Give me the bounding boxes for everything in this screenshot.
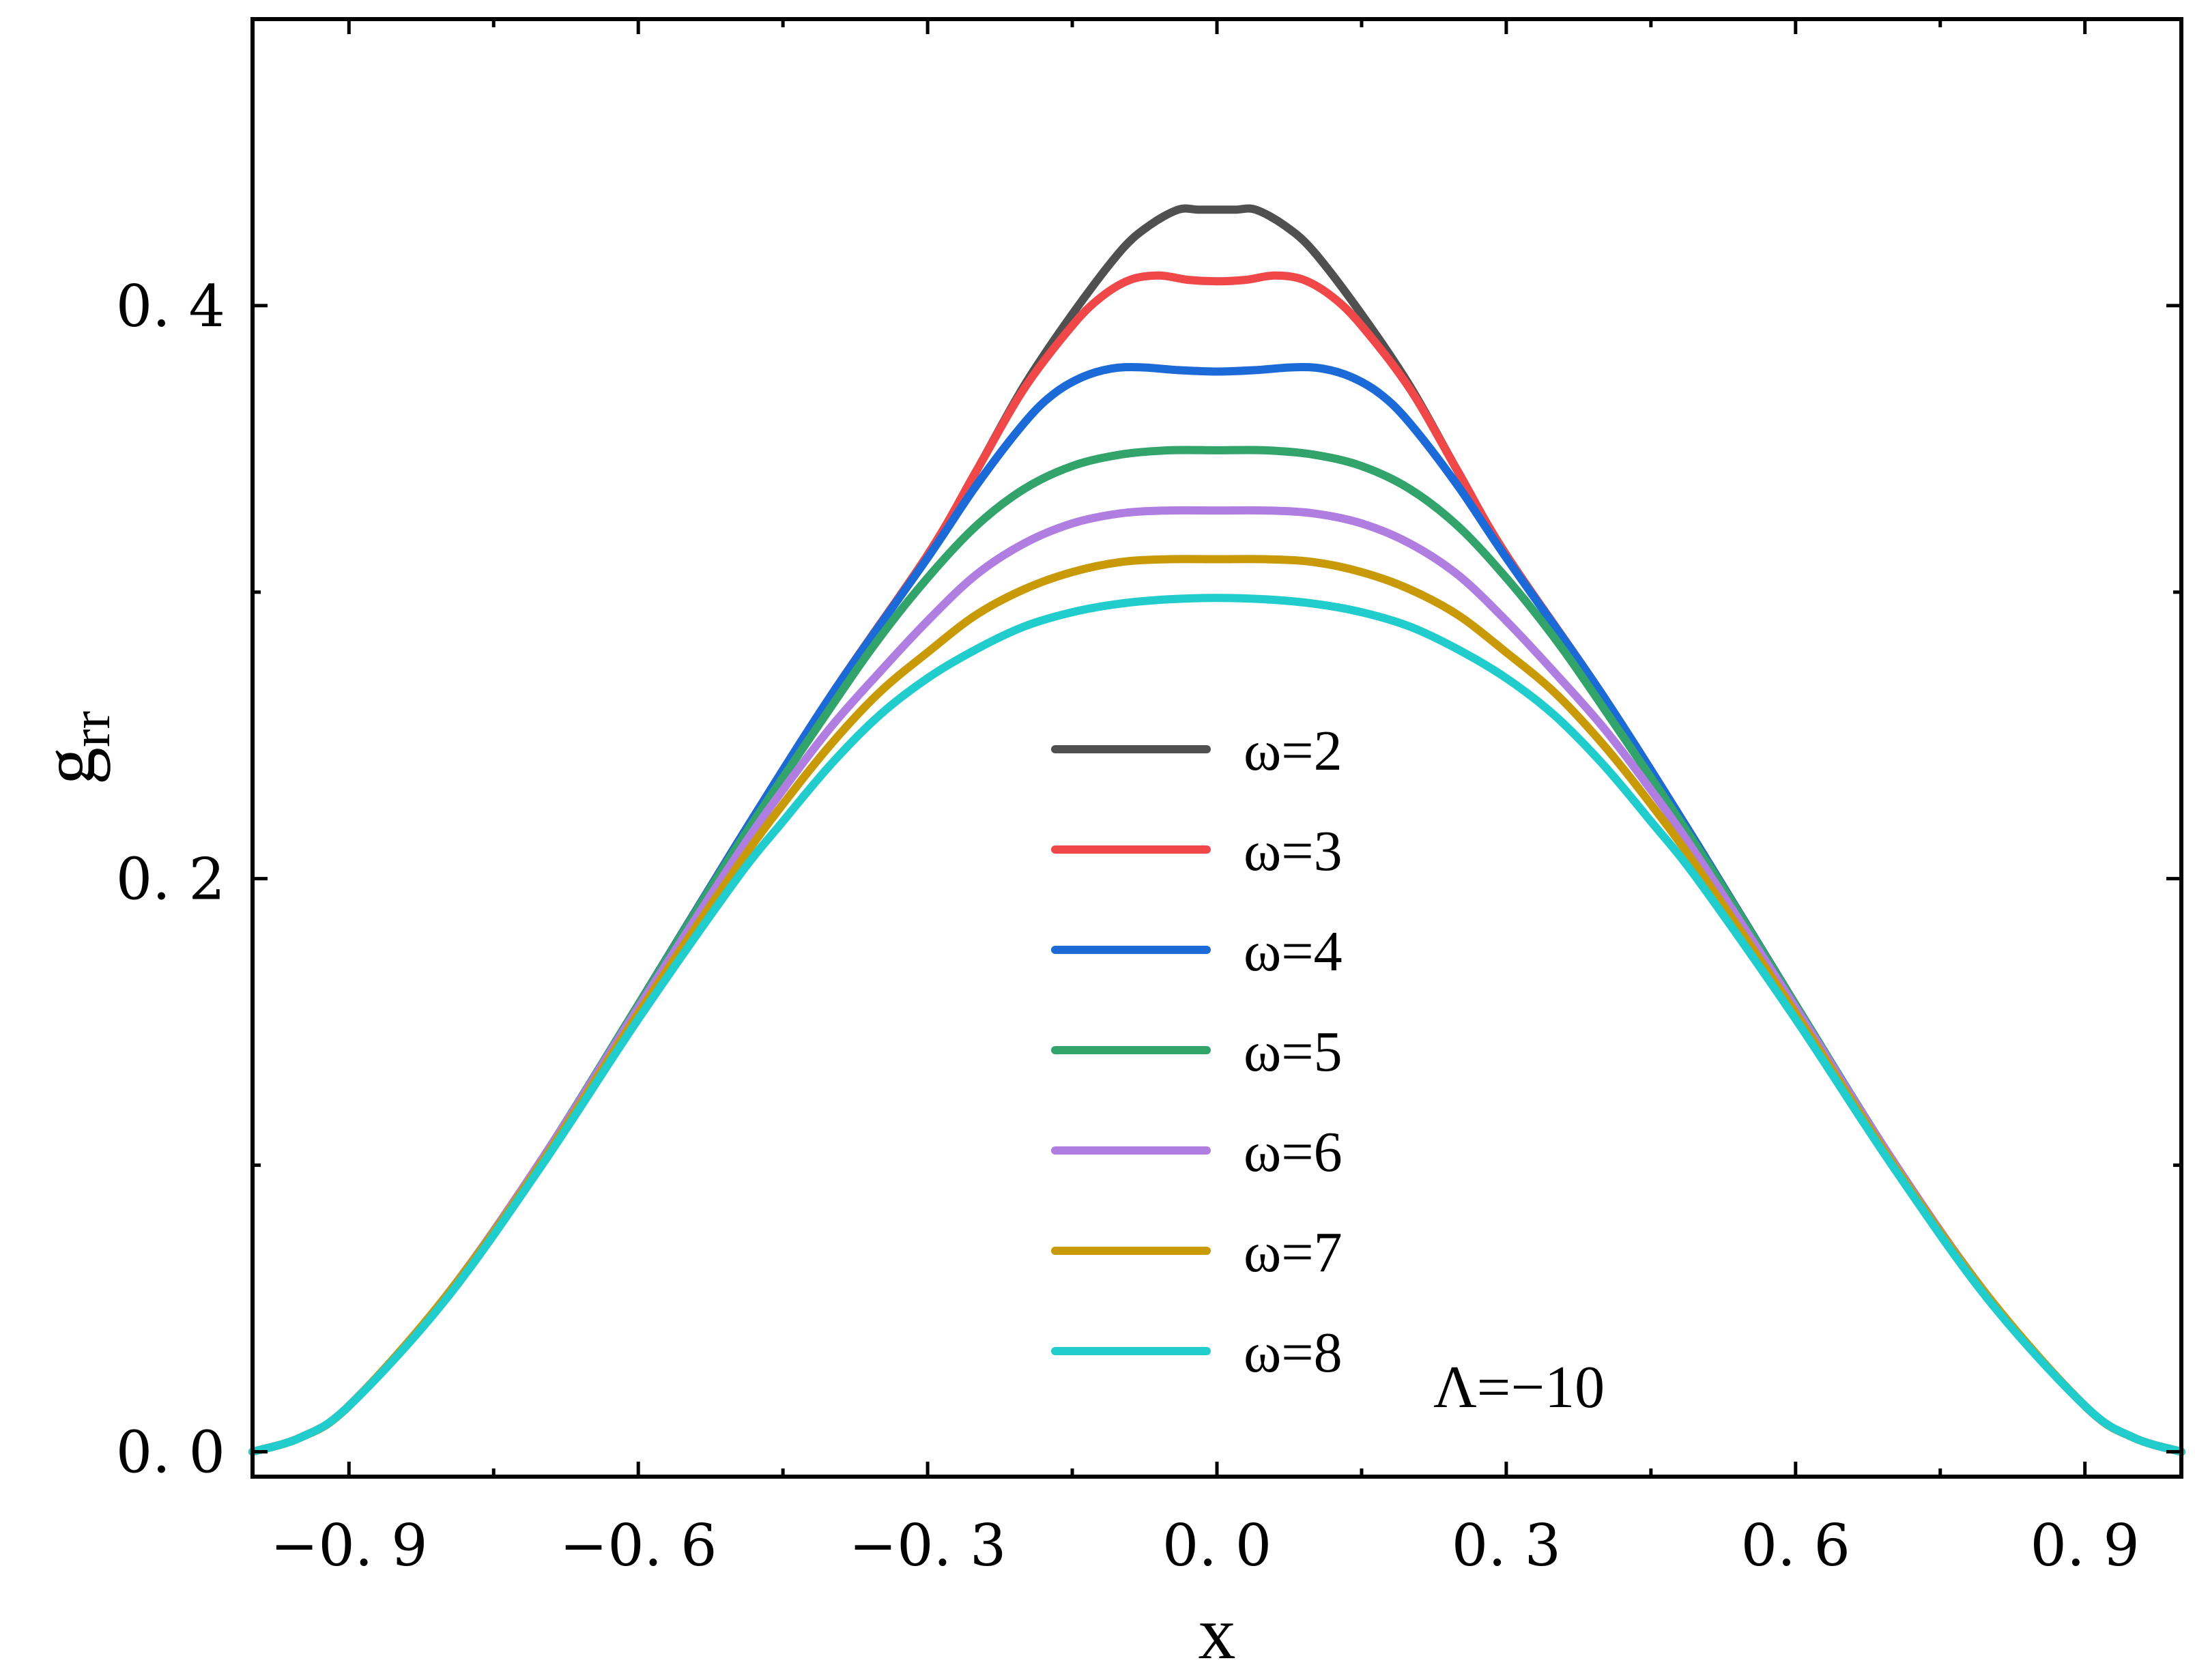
y-tick-label: 0. 4: [116, 273, 225, 340]
y-tick-label: 0. 0: [116, 1419, 225, 1486]
x-axis-title: x: [1199, 1591, 1236, 1675]
legend-label: ω=3: [1244, 820, 1343, 883]
series-line-omega-8: [248, 594, 2185, 1456]
x-tick-label: 0. 6: [1741, 1512, 1850, 1579]
y-axis-title-subscript: rr: [61, 711, 121, 747]
series-layer: [248, 204, 2185, 1456]
y-axis-title-base: g: [27, 747, 111, 785]
y-tick-label: 0. 2: [116, 846, 225, 913]
legend-label: ω=7: [1244, 1221, 1343, 1284]
x-tick-label: −0. 3: [849, 1512, 1007, 1579]
legend-label: ω=8: [1244, 1321, 1343, 1385]
legend-label: ω=4: [1244, 920, 1343, 983]
x-tick-label: −0. 6: [560, 1512, 717, 1579]
y-axis-title: grr: [27, 711, 121, 785]
legend-label: ω=5: [1244, 1020, 1343, 1084]
tick-layer: −0. 9 −0. 6 −0. 3 0. 0 0. 3 0. 6 0. 9 0. 0 0. 2 0…: [116, 19, 2181, 1579]
x-tick-label: 0. 9: [2031, 1512, 2140, 1579]
x-tick-label: 0. 3: [1452, 1512, 1561, 1579]
x-tick-label: 0. 0: [1162, 1512, 1272, 1579]
legend-label: ω=6: [1244, 1120, 1343, 1184]
x-tick-label: −0. 9: [270, 1512, 428, 1579]
lambda-annotation: Λ=−10: [1433, 1355, 1605, 1421]
legend-label: ω=2: [1244, 719, 1343, 783]
legend: ω=2 ω=3 ω=4 ω=5 ω=6 ω=7 ω=8: [1051, 719, 1343, 1385]
